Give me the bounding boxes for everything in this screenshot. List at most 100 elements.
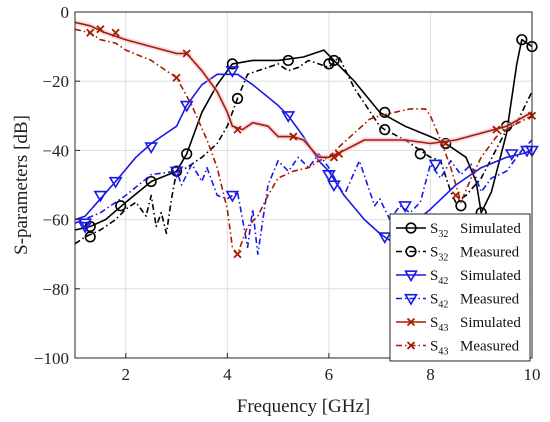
legend-symbol: S — [430, 292, 438, 308]
data-point — [406, 341, 416, 350]
data-point — [327, 180, 341, 193]
y-tick-label: 0 — [61, 3, 70, 22]
data-point — [414, 148, 426, 160]
legend-symbol: S — [430, 245, 438, 261]
series-line — [74, 73, 533, 242]
data-point — [492, 125, 501, 134]
legend-entry: S32 Simulated — [396, 221, 521, 240]
data-point — [451, 191, 460, 200]
legend-subscript: 42 — [438, 300, 448, 311]
legend-symbol: S — [430, 315, 438, 331]
series-43-simulated — [74, 19, 537, 160]
x-tick-label: 8 — [426, 365, 435, 384]
data-point — [96, 25, 105, 34]
data-point — [225, 190, 240, 203]
data-point — [321, 169, 336, 182]
data-point — [93, 190, 108, 203]
data-point — [405, 245, 417, 258]
x-axis-ticks: 2 4 6 8 10 — [122, 353, 541, 384]
data-point — [181, 148, 193, 160]
data-point — [226, 58, 239, 70]
x-tick-label: 4 — [223, 365, 232, 384]
data-point — [78, 218, 93, 231]
plot-frame — [74, 11, 533, 359]
x-tick-label: 6 — [325, 365, 334, 384]
data-point — [145, 175, 157, 188]
data-point — [289, 132, 298, 141]
legend-entry: S43 Simulated — [396, 315, 521, 334]
data-point — [406, 317, 416, 327]
legend-symbol: S — [430, 339, 438, 355]
data-point — [404, 293, 418, 306]
data-point — [172, 73, 181, 82]
data-point — [405, 222, 417, 234]
legend-entry: S32 Measured — [396, 245, 520, 264]
legend-subscript: 32 — [438, 229, 448, 240]
data-point — [84, 231, 96, 243]
data-point — [169, 166, 184, 179]
data-point — [144, 142, 159, 155]
series-42-simulated — [74, 66, 539, 244]
y-tick-label: −20 — [42, 72, 69, 91]
legend-symbol: S — [430, 268, 438, 284]
legend-entry: S43 Measured — [396, 339, 520, 358]
legend-subscript: 43 — [438, 323, 448, 334]
data-point — [179, 100, 194, 113]
series-line — [74, 28, 533, 255]
data-point — [225, 66, 240, 78]
data-point — [282, 54, 294, 67]
series-line — [74, 56, 533, 245]
x-axis-label: Frequency [GHz] — [237, 396, 370, 417]
legend-subscript: 43 — [438, 347, 448, 358]
legend-series-name: Simulated — [460, 268, 521, 284]
y-axis-ticks: 0 −20 −40 −60 −80 −100 — [34, 3, 80, 368]
y-tick-label: −60 — [42, 211, 69, 230]
data-point — [379, 124, 391, 136]
y-axis-label: S-parameters [dB] — [11, 115, 32, 255]
legend-series-name: Measured — [460, 245, 520, 261]
data-point — [516, 34, 528, 46]
series-32-measured — [74, 56, 533, 245]
series-line — [74, 38, 533, 231]
data-point — [520, 145, 534, 158]
series-line — [74, 139, 533, 255]
legend-label: S32 Simulated — [430, 221, 521, 240]
data-point — [334, 149, 344, 158]
legend-subscript: 32 — [438, 253, 448, 264]
data-point — [111, 28, 120, 37]
data-point — [115, 200, 127, 212]
legend-series-name: Simulated — [460, 221, 521, 237]
legend-entry: S42 Measured — [396, 292, 520, 311]
legend-box — [389, 213, 531, 362]
legend-series-name: Measured — [460, 339, 520, 355]
legend-symbol: S — [430, 221, 438, 237]
legend-label: S43 Simulated — [430, 315, 521, 334]
data-point — [428, 159, 443, 172]
legend-series-name: Simulated — [460, 315, 521, 331]
x-tick-label: 10 — [524, 365, 541, 384]
data-point — [182, 49, 191, 58]
series-line — [74, 21, 533, 159]
data-point — [377, 232, 392, 244]
y-tick-label: −100 — [34, 349, 69, 368]
x-tick-label: 2 — [122, 365, 131, 384]
legend-entry: S42 Simulated — [396, 268, 521, 287]
legend-subscript: 42 — [438, 276, 448, 287]
data-point — [398, 201, 412, 213]
y-tick-label: −40 — [42, 141, 69, 160]
legend-label: S43 Measured — [430, 339, 520, 358]
data-point — [329, 153, 339, 162]
data-point — [108, 176, 123, 189]
data-point — [233, 125, 242, 134]
data-point — [78, 221, 93, 234]
data-point — [86, 28, 95, 37]
data-point — [231, 92, 244, 105]
data-point — [404, 270, 418, 283]
data-point — [504, 149, 519, 161]
legend-label: S32 Measured — [430, 245, 520, 264]
data-point — [281, 111, 296, 123]
data-point — [323, 58, 335, 70]
data-point — [379, 106, 391, 118]
